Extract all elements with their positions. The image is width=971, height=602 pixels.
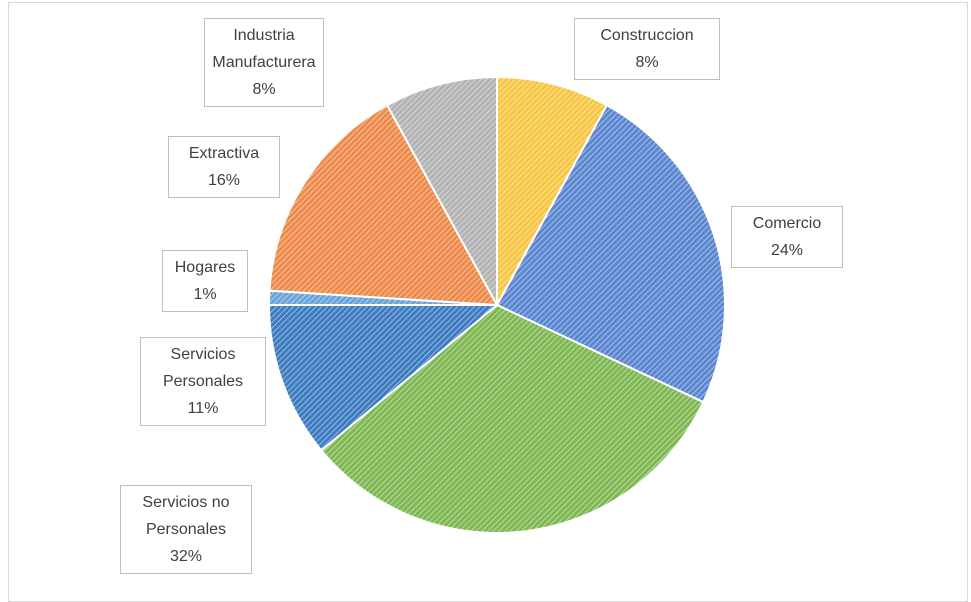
category-label: Hogares	[174, 259, 236, 276]
category-label: Servicios Personales	[162, 346, 244, 390]
value-label: 8%	[252, 81, 276, 98]
pie-slice	[496, 75, 609, 306]
data-label: Hogares 1%	[162, 250, 248, 312]
data-label: Industria Manufacturera 8%	[204, 18, 324, 107]
pie-slice	[319, 303, 705, 534]
category-label: Extractiva	[188, 145, 260, 162]
category-label: Servicios no Personales	[142, 494, 230, 538]
data-label: Comercio 24%	[731, 206, 843, 268]
category-label: Construccion	[600, 27, 694, 44]
data-label: Servicios no Personales 32%	[120, 485, 252, 574]
value-label: 32%	[169, 548, 203, 565]
data-label: Servicios Personales 11%	[140, 337, 266, 426]
pie-slice	[267, 304, 500, 452]
value-label: 1%	[193, 286, 217, 303]
value-label: 16%	[207, 172, 241, 189]
pie-slice	[268, 103, 499, 307]
pie-slice	[495, 103, 726, 404]
value-label: 8%	[635, 54, 659, 71]
data-label: Extractiva 16%	[168, 136, 280, 198]
value-label: 11%	[187, 400, 219, 417]
category-label: Industria Manufacturera	[212, 27, 316, 71]
pie-slice	[385, 75, 498, 306]
value-label: 24%	[770, 242, 804, 259]
data-label: Construccion 8%	[574, 18, 720, 80]
category-label: Comercio	[752, 215, 822, 232]
